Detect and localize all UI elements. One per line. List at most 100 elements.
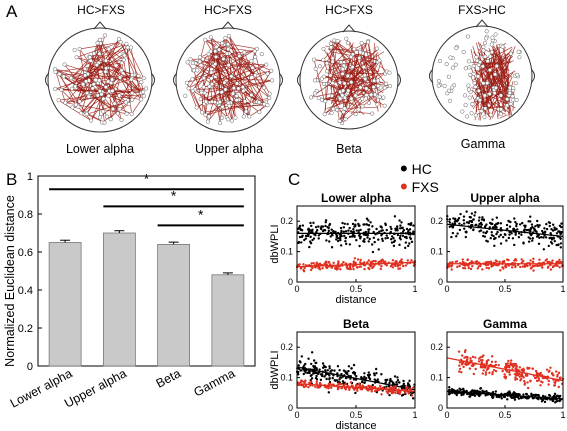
electrode — [84, 90, 90, 96]
data-point-hc — [367, 219, 370, 222]
data-point-hc — [494, 390, 498, 393]
connectivity-edge — [202, 103, 265, 113]
electrode — [205, 119, 210, 124]
data-point-hc — [350, 367, 353, 370]
data-point-fxs — [535, 379, 539, 383]
data-point-hc — [315, 374, 318, 378]
y-tick-label: 0 — [438, 277, 443, 287]
data-point-hc — [335, 238, 338, 241]
data-point-fxs — [547, 383, 550, 386]
data-point-hc — [338, 368, 341, 372]
data-point-fxs — [540, 380, 543, 383]
data-point-hc — [515, 393, 518, 396]
data-point-hc — [559, 236, 562, 240]
data-point-fxs — [558, 266, 561, 269]
right-ear — [397, 73, 401, 87]
electrode — [63, 100, 68, 105]
data-point-hc — [389, 238, 393, 241]
electrode — [473, 113, 478, 118]
electrode — [345, 73, 350, 78]
data-point-fxs — [471, 363, 475, 366]
electrode — [270, 78, 275, 83]
data-point-fxs — [506, 364, 510, 368]
electrode — [59, 87, 64, 92]
electrode — [200, 57, 205, 62]
electrode — [117, 75, 122, 80]
data-point-fxs — [330, 266, 333, 269]
data-point-hc — [319, 226, 323, 230]
data-point-hc — [479, 229, 483, 232]
data-point-hc — [517, 397, 521, 400]
data-point-fxs — [338, 382, 342, 386]
electrode — [312, 91, 317, 96]
data-point-fxs — [529, 259, 532, 262]
data-point-hc — [339, 244, 343, 247]
data-point-hc — [395, 225, 399, 228]
data-point-hc — [313, 367, 316, 371]
data-point-hc — [517, 235, 521, 239]
connectivity-edge — [323, 48, 362, 109]
data-point-fxs — [463, 267, 467, 270]
electrode — [481, 81, 486, 86]
electrode — [216, 47, 222, 52]
data-point-fxs — [372, 265, 375, 268]
significance-star: * — [171, 187, 177, 203]
data-point-hc — [490, 234, 494, 237]
electrode — [129, 77, 134, 82]
data-point-fxs — [349, 381, 353, 384]
data-point-hc — [396, 229, 399, 232]
subplot-title: Upper alpha — [470, 191, 540, 205]
electrode — [262, 85, 267, 90]
data-point-hc — [377, 248, 380, 251]
electrode — [369, 92, 374, 97]
electrode — [257, 110, 262, 115]
data-point-hc — [491, 396, 495, 400]
data-point-hc — [308, 228, 312, 232]
electrode — [195, 68, 200, 73]
electrode — [110, 88, 115, 93]
electrode — [102, 120, 107, 125]
data-point-hc — [408, 236, 412, 239]
electrode — [489, 42, 494, 47]
electrode — [83, 73, 88, 78]
data-point-fxs — [538, 372, 541, 376]
x-tick-label: 1 — [412, 284, 417, 294]
plot-frame — [296, 205, 416, 283]
connectivity-edge — [105, 39, 120, 69]
electrode — [353, 93, 358, 98]
data-point-hc — [404, 246, 407, 250]
y-tick-label: 0.2 — [18, 323, 33, 335]
connectivity-edge — [54, 68, 85, 76]
data-point-hc — [367, 371, 370, 374]
connectivity-edge — [332, 58, 352, 62]
data-point-hc — [368, 237, 371, 241]
electrode — [208, 49, 213, 54]
data-point-hc — [315, 230, 318, 234]
data-point-fxs — [481, 355, 484, 358]
electrode — [487, 91, 492, 96]
connectivity-head-maps — [45, 19, 535, 133]
data-point-hc — [310, 362, 313, 366]
data-point-fxs — [479, 359, 483, 362]
data-point-hc — [479, 386, 483, 390]
data-point-hc — [299, 361, 302, 364]
connectivity-edge — [486, 56, 491, 94]
y-tick-label: 0.1 — [280, 247, 293, 257]
electrode — [481, 44, 486, 50]
data-point-fxs — [334, 267, 337, 270]
electrode — [482, 115, 487, 120]
data-point-hc — [532, 393, 535, 397]
data-point-fxs — [303, 381, 306, 384]
data-point-fxs — [534, 264, 537, 267]
electrode — [226, 33, 232, 38]
electrode — [123, 100, 128, 105]
connectivity-edge — [499, 114, 508, 119]
data-point-hc — [551, 399, 555, 403]
legend-marker-fxs: • — [400, 174, 408, 199]
electrode — [236, 86, 241, 91]
electrode — [119, 117, 124, 123]
data-point-fxs — [406, 259, 410, 262]
data-point-hc — [321, 373, 324, 376]
electrode — [484, 36, 489, 41]
data-point-hc — [392, 381, 395, 384]
